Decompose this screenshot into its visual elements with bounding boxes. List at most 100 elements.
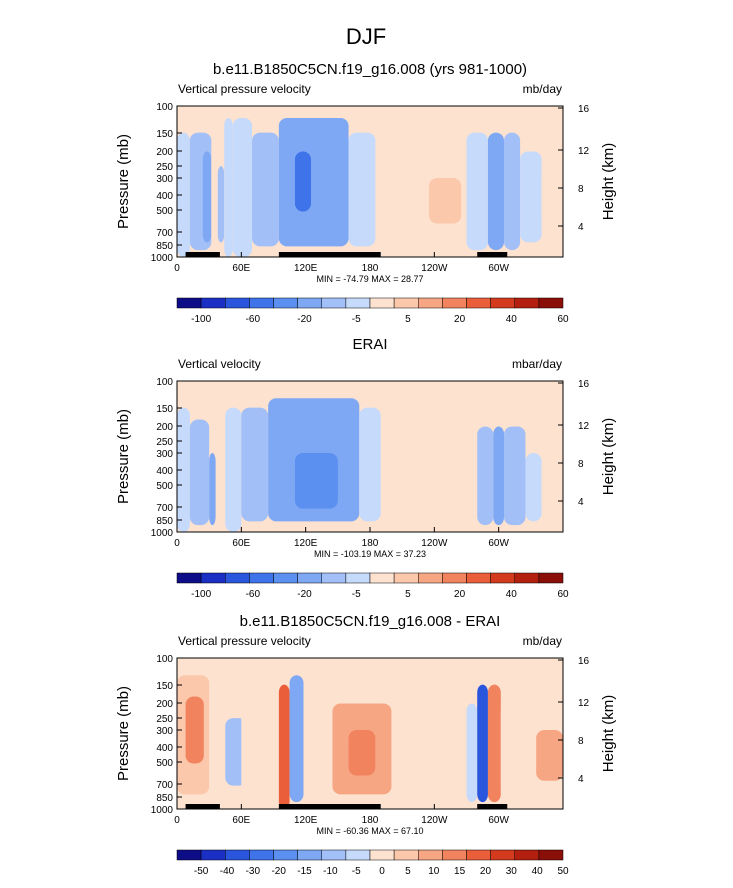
y-right-tick-label: 4 (578, 497, 584, 508)
contour-region (177, 407, 190, 532)
y-tick-label: 500 (156, 206, 173, 217)
chart-panel-3: b.e11.B1850C5CN.f19_g16.008 - ERAI Vertic… (115, 613, 617, 877)
contour-region (466, 132, 488, 251)
colorbar-swatch (369, 849, 395, 861)
panel-stats: MIN = -60.36 MAX = 67.10 (316, 826, 423, 836)
colorbar-label: -100 (191, 314, 211, 325)
x-tick-label: 60E (232, 815, 250, 826)
panel-title: ERAI (352, 336, 387, 353)
colorbar-label: -50 (194, 866, 209, 877)
colorbar-label: -15 (297, 866, 312, 877)
y-right-tick-label: 12 (578, 698, 590, 709)
colorbar-swatch (369, 297, 395, 309)
colorbar-swatch (297, 849, 322, 861)
colorbar-label: -5 (352, 589, 361, 600)
colorbar-swatch (418, 572, 443, 584)
colorbar-swatch (200, 849, 226, 861)
y-tick-label: 250 (156, 437, 173, 448)
colorbar-swatch (249, 572, 274, 584)
y-right-tick-label: 16 (578, 104, 590, 115)
y-tick-label: 500 (156, 758, 173, 769)
colorbar-swatch (225, 849, 250, 861)
y-right-tick-label: 16 (578, 656, 590, 667)
x-tick-label: 60W (488, 263, 509, 274)
y-tick-label: 850 (156, 516, 173, 527)
colorbar-swatch (442, 849, 467, 861)
y-tick-label: 150 (156, 681, 173, 692)
colorbar-label: 40 (532, 866, 544, 877)
y-tick-label: 1000 (151, 528, 174, 539)
colorbar-swatch (538, 572, 564, 584)
contour-region (348, 730, 376, 776)
contour-region (359, 407, 381, 522)
colorbar-swatch (176, 297, 202, 309)
contour-region (278, 117, 349, 247)
contour-region (217, 441, 226, 522)
contour-region (466, 703, 478, 803)
y-tick-label: 500 (156, 481, 173, 492)
y-tick-label: 300 (156, 174, 173, 185)
topography-bar (477, 252, 508, 257)
contour-region (252, 132, 279, 247)
colorbar-label: 20 (454, 314, 466, 325)
colorbar-label: -60 (246, 589, 261, 600)
y-tick-label: 850 (156, 793, 173, 804)
contour-region (541, 441, 563, 509)
colorbar-label: -60 (246, 314, 261, 325)
y-tick-label: 850 (156, 241, 173, 252)
contour-region (303, 703, 333, 799)
y-tick-label: 100 (156, 377, 173, 388)
colorbar-swatch (490, 572, 515, 584)
contour-region (500, 703, 537, 799)
colorbar-label: -20 (271, 866, 286, 877)
y-right-axis-label: Height (km) (600, 418, 617, 496)
colorbar-swatch (514, 849, 540, 861)
panel-title: b.e11.B1850C5CN.f19_g16.008 (yrs 981-100… (213, 61, 527, 78)
y-tick-label: 100 (156, 102, 173, 113)
colorbar-swatch (514, 572, 540, 584)
contour-region (209, 703, 226, 795)
y-right-tick-label: 12 (578, 421, 590, 432)
colorbar-swatch (200, 572, 226, 584)
y-tick-label: 400 (156, 743, 173, 754)
colorbar-label: 40 (506, 314, 518, 325)
y-right-tick-label: 12 (578, 146, 590, 157)
contour-region (525, 453, 542, 522)
panel-units: mb/day (523, 82, 562, 96)
x-tick-label: 0 (174, 538, 180, 549)
colorbar-label: -40 (220, 866, 235, 877)
y-tick-label: 700 (156, 503, 173, 514)
contour-region (536, 730, 563, 781)
panel-subtitle-left: Vertical pressure velocity (178, 82, 311, 96)
y-right-tick-label: 8 (578, 184, 584, 195)
colorbar-swatch (466, 572, 491, 584)
colorbar-label: -20 (297, 314, 312, 325)
topography-bar (185, 252, 220, 257)
y-tick-label: 150 (156, 404, 173, 415)
y-tick-label: 250 (156, 714, 173, 725)
x-tick-label: 60E (232, 538, 250, 549)
colorbar-label: -100 (191, 589, 211, 600)
chart-panel-1: b.e11.B1850C5CN.f19_g16.008 (yrs 981-100… (115, 61, 617, 325)
colorbar-swatch (225, 297, 250, 309)
colorbar-label: 5 (405, 314, 411, 325)
colorbar-swatch (490, 297, 515, 309)
colorbar-swatch (176, 849, 202, 861)
contour-region (434, 441, 467, 509)
y-tick-label: 1000 (151, 805, 174, 816)
contour-region (391, 703, 467, 795)
panel-stats: MIN = -103.19 MAX = 37.23 (314, 549, 426, 559)
panel-units: mb/day (523, 634, 562, 648)
colorbar-swatch (393, 297, 419, 309)
y-tick-label: 300 (156, 726, 173, 737)
contour-region (477, 426, 494, 526)
y-tick-label: 250 (156, 162, 173, 173)
colorbar-swatch (490, 849, 515, 861)
contour-region (241, 703, 279, 799)
x-tick-label: 180 (362, 263, 379, 274)
colorbar-swatch (321, 849, 347, 861)
y-right-tick-label: 4 (578, 774, 584, 785)
panel-stats: MIN = -74.79 MAX = 28.77 (316, 274, 423, 284)
colorbar-swatch (514, 297, 540, 309)
panels: b.e11.B1850C5CN.f19_g16.008 (yrs 981-100… (115, 61, 617, 877)
